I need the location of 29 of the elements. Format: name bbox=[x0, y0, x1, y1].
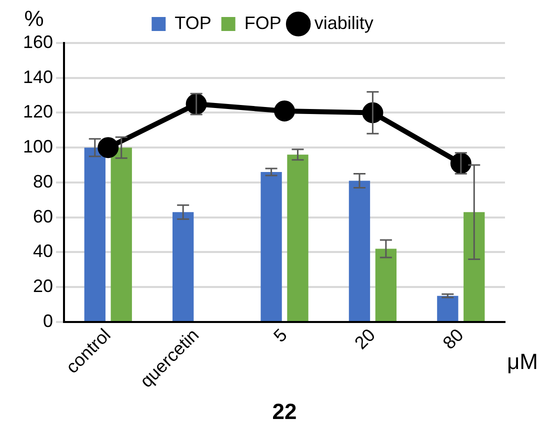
bar bbox=[464, 212, 485, 321]
y-tick-label: 160 bbox=[22, 32, 54, 52]
text: μM bbox=[507, 349, 538, 374]
y-tick-label: 40 bbox=[33, 241, 54, 262]
bar bbox=[172, 212, 194, 321]
y-axis-title: % bbox=[24, 6, 44, 32]
y-tick-label: 20 bbox=[33, 276, 54, 296]
legend-label: viability bbox=[314, 12, 374, 33]
y-tick-label: 120 bbox=[22, 102, 54, 122]
legend-label: TOP bbox=[174, 12, 212, 33]
point bbox=[98, 137, 119, 158]
bar bbox=[348, 180, 370, 321]
x-tick-label: 5 bbox=[270, 324, 291, 346]
bar bbox=[110, 148, 132, 321]
bar bbox=[84, 148, 106, 321]
y-tick-label: 100 bbox=[22, 136, 54, 157]
y-tick-label: 80 bbox=[33, 171, 54, 192]
bar bbox=[375, 248, 397, 321]
bar bbox=[437, 296, 458, 321]
bar bbox=[287, 154, 308, 321]
legend-label: FOP bbox=[244, 12, 282, 33]
x-axis-title: 22 bbox=[272, 398, 297, 424]
bar bbox=[260, 172, 282, 321]
x-tick-label: 80 bbox=[438, 324, 468, 354]
y-tick-label: 60 bbox=[33, 206, 54, 226]
point bbox=[274, 100, 296, 122]
x-tick-label: 20 bbox=[350, 324, 380, 354]
y-tick-label: 0 bbox=[43, 310, 54, 331]
y-tick-label: 140 bbox=[22, 66, 54, 87]
